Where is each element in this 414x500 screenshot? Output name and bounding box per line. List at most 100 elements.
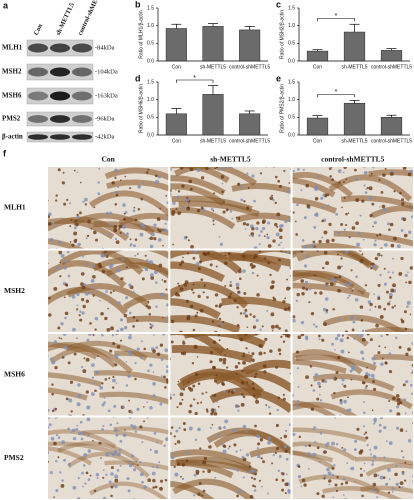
nucleus [246,206,250,210]
nucleus [110,494,113,498]
nucleus [178,284,181,287]
blot-band [50,91,70,101]
nucleus [409,313,412,316]
nucleus [252,325,257,329]
nucleus [90,290,93,293]
nucleus [112,375,115,379]
nucleus [79,211,82,215]
nucleus [159,207,162,210]
nucleus [357,231,361,235]
nucleus [308,444,312,447]
nucleus [137,207,141,211]
nucleus [64,283,68,287]
nucleus [116,468,120,472]
x-tick-label: sh-METTL5 [200,64,226,70]
nucleus [208,440,211,442]
nucleus [292,315,296,319]
panel-label: f [3,148,7,158]
nucleus [386,181,389,184]
nucleus [162,333,166,336]
nucleus [385,333,389,336]
nucleus [394,472,398,477]
nucleus [287,190,291,194]
nucleus [113,450,118,455]
nucleus [229,210,233,213]
nucleus [274,201,277,205]
nucleus [399,428,404,432]
nucleus [111,334,115,337]
nucleus [49,237,54,242]
nucleus [130,411,134,414]
nucleus [49,471,53,475]
nucleus [392,396,396,401]
nucleus [275,324,279,329]
nucleus [163,444,166,447]
nucleus [159,402,163,406]
nucleus [281,478,285,482]
nucleus [201,392,204,395]
nucleus [80,272,85,276]
nucleus [381,357,384,360]
nucleus [161,279,164,281]
nucleus [387,271,390,274]
nucleus [334,349,336,351]
nucleus [150,276,155,280]
nucleus [237,269,242,274]
nucleus [333,464,336,467]
nucleus [114,478,119,483]
nucleus [60,483,65,488]
ihc-frame [291,249,414,333]
nucleus [277,179,281,183]
nucleus [159,343,164,347]
nucleus [177,190,181,193]
nucleus [383,426,387,430]
nucleus [98,264,103,269]
ihc-tissue [292,333,414,416]
nucleus [116,422,119,425]
nucleus [202,460,207,465]
nucleus [170,340,174,344]
nucleus [384,167,387,170]
nucleus [296,203,299,207]
nucleus [247,187,250,189]
nucleus [403,398,407,402]
nucleus [281,488,285,492]
gland [104,167,169,181]
nucleus [393,236,397,241]
nucleus [335,212,339,216]
nucleus [370,266,373,270]
nucleus [52,222,55,225]
nucleus [193,344,198,349]
nucleus [367,300,372,304]
nucleus [213,379,218,383]
nucleus [320,433,322,436]
nucleus [57,456,60,459]
bar [239,113,261,136]
nucleus [76,171,79,174]
nucleus [377,253,380,257]
nucleus [86,434,90,437]
nucleus [199,308,204,313]
nucleus [356,427,360,431]
column-label: Con [33,23,44,37]
nucleus [132,468,137,472]
nucleus [179,166,184,170]
nucleus [192,328,196,332]
nucleus [378,233,382,236]
nucleus [228,445,231,448]
nucleus [258,234,261,237]
nucleus [278,184,282,188]
ihc-image [169,333,292,417]
nucleus [165,378,169,381]
nucleus [150,324,154,328]
nucleus [151,232,155,237]
nucleus [123,212,126,215]
y-tick-label: 0.0 [147,132,154,138]
nucleus [403,310,407,314]
nucleus [114,474,119,479]
nucleus [200,278,204,282]
blot-band [72,115,92,123]
nucleus [99,385,104,390]
nucleus [351,328,355,332]
nucleus [355,177,359,181]
